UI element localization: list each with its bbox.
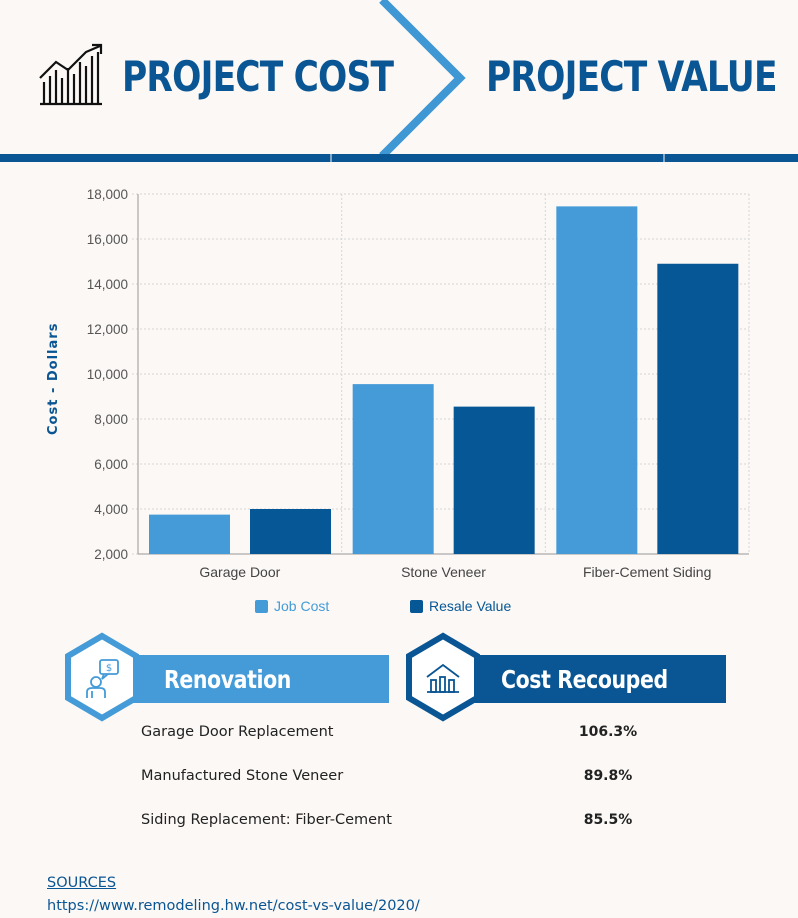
y-tick-label: 2,000 (94, 547, 128, 562)
header-graphic (0, 0, 798, 162)
legend-item-resale-value[interactable]: Resale Value (410, 598, 511, 614)
legend-item-job-cost[interactable]: Job Cost (255, 598, 329, 614)
y-axis-label: Cost - Dollars (46, 322, 61, 435)
bar-job-cost (352, 384, 434, 554)
chevron-arrow (379, 0, 466, 159)
bar-resale-value (453, 406, 535, 554)
recouped-value: 89.8% (583, 768, 633, 784)
header-band (0, 154, 798, 162)
y-tick-label: 16,000 (87, 232, 128, 247)
legend-swatch-resale-value (410, 599, 423, 613)
person-money-icon: $ (65, 632, 139, 722)
bar-job-cost (556, 206, 638, 554)
recouped-value: 106.3% (578, 724, 638, 740)
y-tick-label: 6,000 (94, 457, 128, 472)
table-row: Siding Replacement: Fiber-Cement 85.5% (0, 812, 798, 836)
growth-chart-icon (39, 43, 103, 106)
recouped-header: Cost Recouped (455, 655, 726, 703)
y-tick-label: 4,000 (94, 502, 128, 517)
sources-link[interactable]: https://www.remodeling.hw.net/cost-vs-va… (47, 898, 420, 914)
legend-label-job-cost: Job Cost (274, 598, 330, 614)
renovation-name: Siding Replacement: Fiber-Cement (141, 812, 392, 828)
renovation-header: Renovation (124, 655, 389, 703)
table-row: Garage Door Replacement 106.3% (0, 724, 798, 748)
y-tick-label: 14,000 (87, 277, 128, 292)
legend: Job Cost Resale Value (0, 598, 798, 618)
table-row: Manufactured Stone Veneer 89.8% (0, 768, 798, 792)
renovation-title: Renovation (164, 664, 291, 694)
y-tick-label: 10,000 (87, 367, 128, 382)
x-tick-label: Stone Veneer (401, 564, 486, 580)
y-tick-label: 8,000 (94, 412, 128, 427)
x-tick-label: Fiber-Cement Siding (583, 564, 711, 580)
title-project-cost: PROJECT COST (122, 52, 394, 101)
bar-resale-value (250, 509, 331, 554)
recouped-value: 85.5% (583, 812, 633, 828)
legend-swatch-job-cost (255, 599, 268, 613)
x-tick-label: Garage Door (199, 564, 280, 580)
sources-title: SOURCES (47, 875, 117, 891)
renovation-name: Garage Door Replacement (141, 724, 334, 740)
y-tick-label: 18,000 (87, 187, 128, 202)
header: PROJECT COST PROJECT VALUE (0, 0, 798, 162)
legend-label-resale-value: Resale Value (429, 598, 512, 614)
title-project-value: PROJECT VALUE (486, 52, 777, 101)
house-chart-icon (406, 632, 480, 722)
bar-resale-value (657, 263, 739, 554)
renovation-name: Manufactured Stone Veneer (141, 768, 344, 784)
svg-text:$: $ (106, 663, 112, 674)
recouped-title: Cost Recouped (501, 664, 668, 694)
bar-job-cost (149, 514, 230, 554)
y-tick-label: 12,000 (87, 322, 128, 337)
